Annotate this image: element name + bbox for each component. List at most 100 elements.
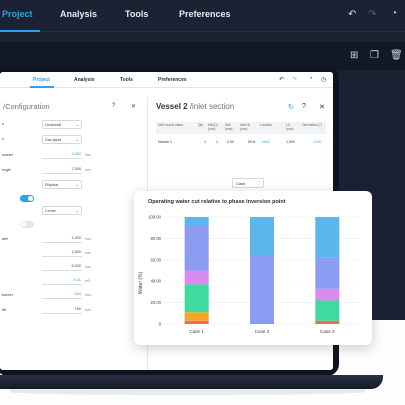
bar-segment [250, 255, 274, 324]
redo-icon[interactable]: ↷ [292, 77, 298, 83]
y-tick-label: 100.00 [148, 215, 161, 220]
chevron-down-icon: ⌄ [75, 137, 79, 142]
row-label: ength [2, 168, 11, 172]
table-cell[interactable]: 2.00 [227, 140, 234, 144]
column-header: Inlet ID (mm) [240, 123, 251, 131]
bg-tab-tools[interactable]: Tools [125, 9, 149, 19]
more-icon: ⋮ [257, 180, 261, 185]
chevron-down-icon: ⌄ [75, 182, 79, 187]
y-tick-label: 0 [159, 322, 162, 327]
column-header: Orientation (°) [302, 123, 322, 127]
column-header: MIn(D) (mm) [208, 123, 218, 131]
configuration-panel: /Configuration ? ✕ n Horizontal ⌄ e Gas-l… [0, 98, 148, 370]
column-header: Inlet nozzle name [158, 123, 183, 127]
bar-segment [315, 288, 340, 301]
undo-icon[interactable]: ↶ [348, 9, 357, 20]
chevron-down-icon: ⌄ [75, 122, 79, 127]
add-icon[interactable]: ⊞ [350, 50, 359, 61]
table-cell[interactable]: 99.8 [248, 140, 255, 144]
feature-toggle-off[interactable] [20, 221, 34, 228]
diameter-field[interactable]: 2,000 [42, 150, 82, 159]
level-field[interactable]: 1,500 [42, 248, 82, 257]
y-tick-label: 80.00 [151, 236, 162, 241]
delete-icon[interactable]: 🗑 [390, 50, 403, 61]
bar-segment [184, 320, 209, 324]
laptop-shadow [10, 389, 365, 395]
y-tick-label: 20.00 [151, 300, 162, 305]
chevron-down-icon: ⌄ [75, 208, 79, 213]
column-header: Location [260, 123, 273, 127]
unit-label: mm [85, 153, 91, 157]
tab-tools[interactable]: Tools [120, 77, 133, 83]
row-label: ater [2, 237, 9, 241]
outlet-field[interactable]: 750 [42, 305, 82, 314]
bar-segment [184, 312, 209, 321]
bar-segment [184, 284, 209, 313]
bar-segment [184, 225, 209, 271]
table-cell[interactable]: Nozzle 1 [158, 140, 172, 144]
feature-toggle-on[interactable] [20, 195, 34, 202]
close-icon[interactable]: ✕ [131, 104, 137, 110]
bell-icon[interactable]: ◔ [309, 76, 313, 82]
close-icon[interactable]: ✕ [319, 104, 325, 111]
table-cell[interactable]: 1 [216, 140, 218, 144]
head-type-select[interactable]: Elliptical ⌄ [42, 180, 82, 189]
unit-label: mm [85, 293, 91, 297]
bar-segment [315, 257, 340, 289]
length-field-2[interactable]: 6,000 [42, 262, 82, 271]
clock-icon[interactable]: ◷ [321, 77, 327, 83]
y-axis-label: Water (%) [138, 272, 144, 295]
active-tab-underline [0, 30, 40, 32]
table-cell[interactable]: shell [262, 140, 270, 144]
bar-segment [315, 320, 340, 324]
nozzle-table-header: Inlet nozzle name Qty MIn(D) (mm) Dist (… [156, 122, 326, 134]
undo-icon[interactable]: ↶ [279, 77, 285, 83]
stacked-bar-chart: Operating water cut relative to phase in… [138, 199, 360, 334]
vessel-title: Vessel 2 /inlet section [156, 102, 235, 111]
redo-icon[interactable]: ↷ [368, 9, 377, 20]
table-cell[interactable]: 1,000 [286, 140, 295, 144]
bell-icon[interactable]: ◔ [391, 8, 398, 19]
duplicate-icon[interactable]: ❐ [370, 50, 379, 61]
active-tab-indicator [30, 86, 54, 88]
refresh-icon[interactable]: ↻ [288, 104, 294, 111]
tab-preferences[interactable]: Preferences [158, 77, 187, 83]
unit-label: mm [85, 308, 91, 312]
unit-label: mm [85, 168, 91, 172]
tab-project[interactable]: Project [33, 77, 50, 83]
row-label: n [2, 122, 4, 126]
table-cell[interactable]: 1 [204, 140, 206, 144]
column-header: Qty [198, 123, 203, 127]
bar-segment [315, 217, 340, 258]
orientation-select[interactable]: Horizontal ⌄ [42, 120, 82, 129]
banner-field[interactable]: 500 [42, 290, 82, 299]
water-level-field[interactable]: 1,000 [42, 234, 82, 243]
unit-label: m3 [85, 279, 90, 283]
column-header: L/L (mm) [286, 123, 294, 131]
unit-label: mm [85, 265, 91, 269]
water-cut-chart-card: Operating water cut relative to phase in… [134, 191, 372, 345]
help-icon[interactable]: ? [302, 103, 306, 110]
tab-analysis[interactable]: Analysis [74, 77, 95, 83]
phase-select[interactable]: Gas-liquid ⌄ [42, 135, 82, 144]
y-tick-label: 40.00 [151, 279, 162, 284]
background-nav-bar: Project Analysis Tools Preferences ↶ ↷ ◔ [0, 0, 405, 32]
row-label: banner [2, 293, 13, 297]
help-icon[interactable]: ? [112, 103, 116, 109]
bar-segment [315, 300, 340, 321]
bar-segment [184, 217, 209, 226]
row-label: e [2, 137, 4, 141]
x-tick-label: Case 2 [255, 329, 270, 334]
laptop-base [0, 375, 383, 389]
bg-tab-project[interactable]: Project [2, 9, 33, 19]
column-header: Dist (mm) [225, 123, 233, 131]
length-field[interactable]: 7,000 [42, 165, 82, 174]
case-select[interactable]: Case ⋮ [232, 178, 264, 188]
position-select[interactable]: Center ⌄ [42, 206, 82, 215]
bg-tab-analysis[interactable]: Analysis [60, 9, 98, 19]
unit-label: mm [85, 251, 91, 255]
table-cell[interactable]: 0.00 [314, 140, 321, 144]
bg-tab-preferences[interactable]: Preferences [179, 9, 231, 19]
background-toolbar: ⊞ ❐ 🗑 [0, 42, 405, 70]
